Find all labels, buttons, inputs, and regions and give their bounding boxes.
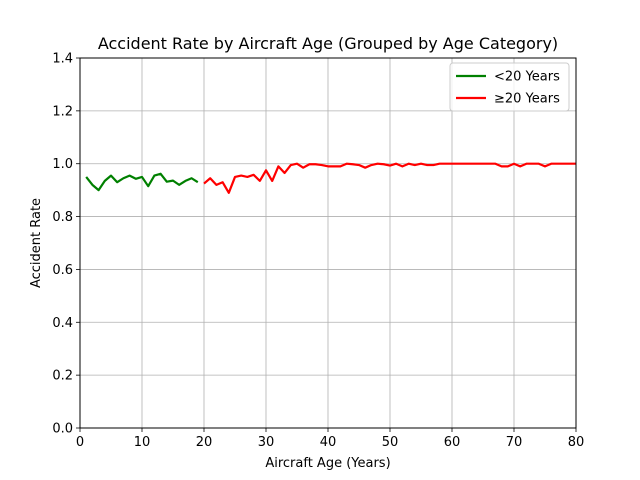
- x-axis-label: Aircraft Age (Years): [265, 456, 390, 471]
- legend: <20 Years ≥20 Years: [449, 62, 570, 112]
- y-axis-label: Accident Rate: [29, 198, 44, 288]
- y-tick-label: 1.2: [52, 104, 73, 119]
- x-tick-label: 70: [506, 435, 523, 450]
- y-tick-label: 0.2: [52, 369, 73, 384]
- x-tick-label: 0: [76, 435, 84, 450]
- plot-area: [85, 162, 576, 194]
- y-tick-label: 0.4: [52, 316, 73, 331]
- x-tick-label: 50: [382, 435, 399, 450]
- y-tick-label: 1.4: [52, 52, 73, 67]
- legend-label: ≥20 Years: [494, 92, 560, 107]
- x-tick-label: 10: [134, 435, 151, 450]
- y-tick-label: 0.6: [52, 263, 73, 278]
- legend-label: <20 Years: [494, 70, 560, 85]
- y-tick-label: 1.0: [52, 157, 73, 172]
- x-tick-label: 20: [196, 435, 213, 450]
- axis-ticks: 0 10 20 30 40 50 60 70 80 0.0 0.2 0.4 0.6 0.8 1.0 1.2 1.…: [52, 52, 584, 451]
- y-tick-label: 0.8: [52, 210, 73, 225]
- x-tick-label: 30: [258, 435, 275, 450]
- x-tick-label: 80: [568, 435, 585, 450]
- y-tick-label: 0.0: [52, 422, 73, 437]
- chart-title: Accident Rate by Aircraft Age (Grouped b…: [98, 34, 558, 53]
- series-line-2: [203, 162, 576, 194]
- x-tick-label: 40: [320, 435, 337, 450]
- grid: [79, 57, 577, 429]
- x-tick-label: 60: [444, 435, 461, 450]
- series-line-1: [85, 172, 199, 192]
